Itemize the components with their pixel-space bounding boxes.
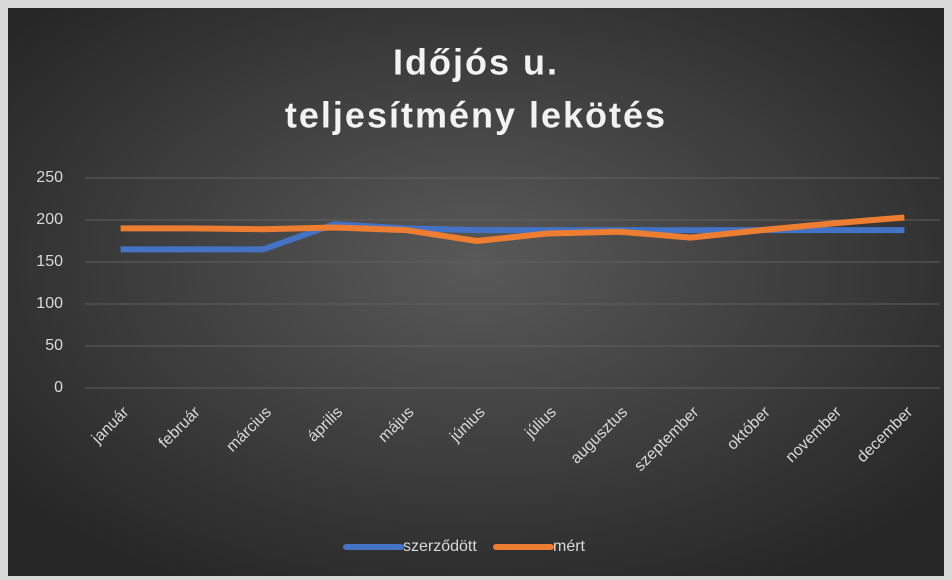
- series-line: [120, 214, 905, 244]
- legend-label: szerződött: [403, 538, 477, 555]
- legend-label: mért: [553, 538, 586, 555]
- y-tick-label: 200: [36, 211, 63, 228]
- chart-title: Időjós u.: [393, 42, 559, 83]
- y-tick-label: 100: [36, 295, 63, 312]
- chart-area: [8, 8, 944, 576]
- y-tick-label: 50: [45, 337, 63, 354]
- chart-title: teljesítmény lekötés: [285, 95, 667, 136]
- y-tick-label: 250: [36, 169, 63, 186]
- y-tick-label: 150: [36, 253, 63, 270]
- y-tick-label: 0: [54, 379, 63, 396]
